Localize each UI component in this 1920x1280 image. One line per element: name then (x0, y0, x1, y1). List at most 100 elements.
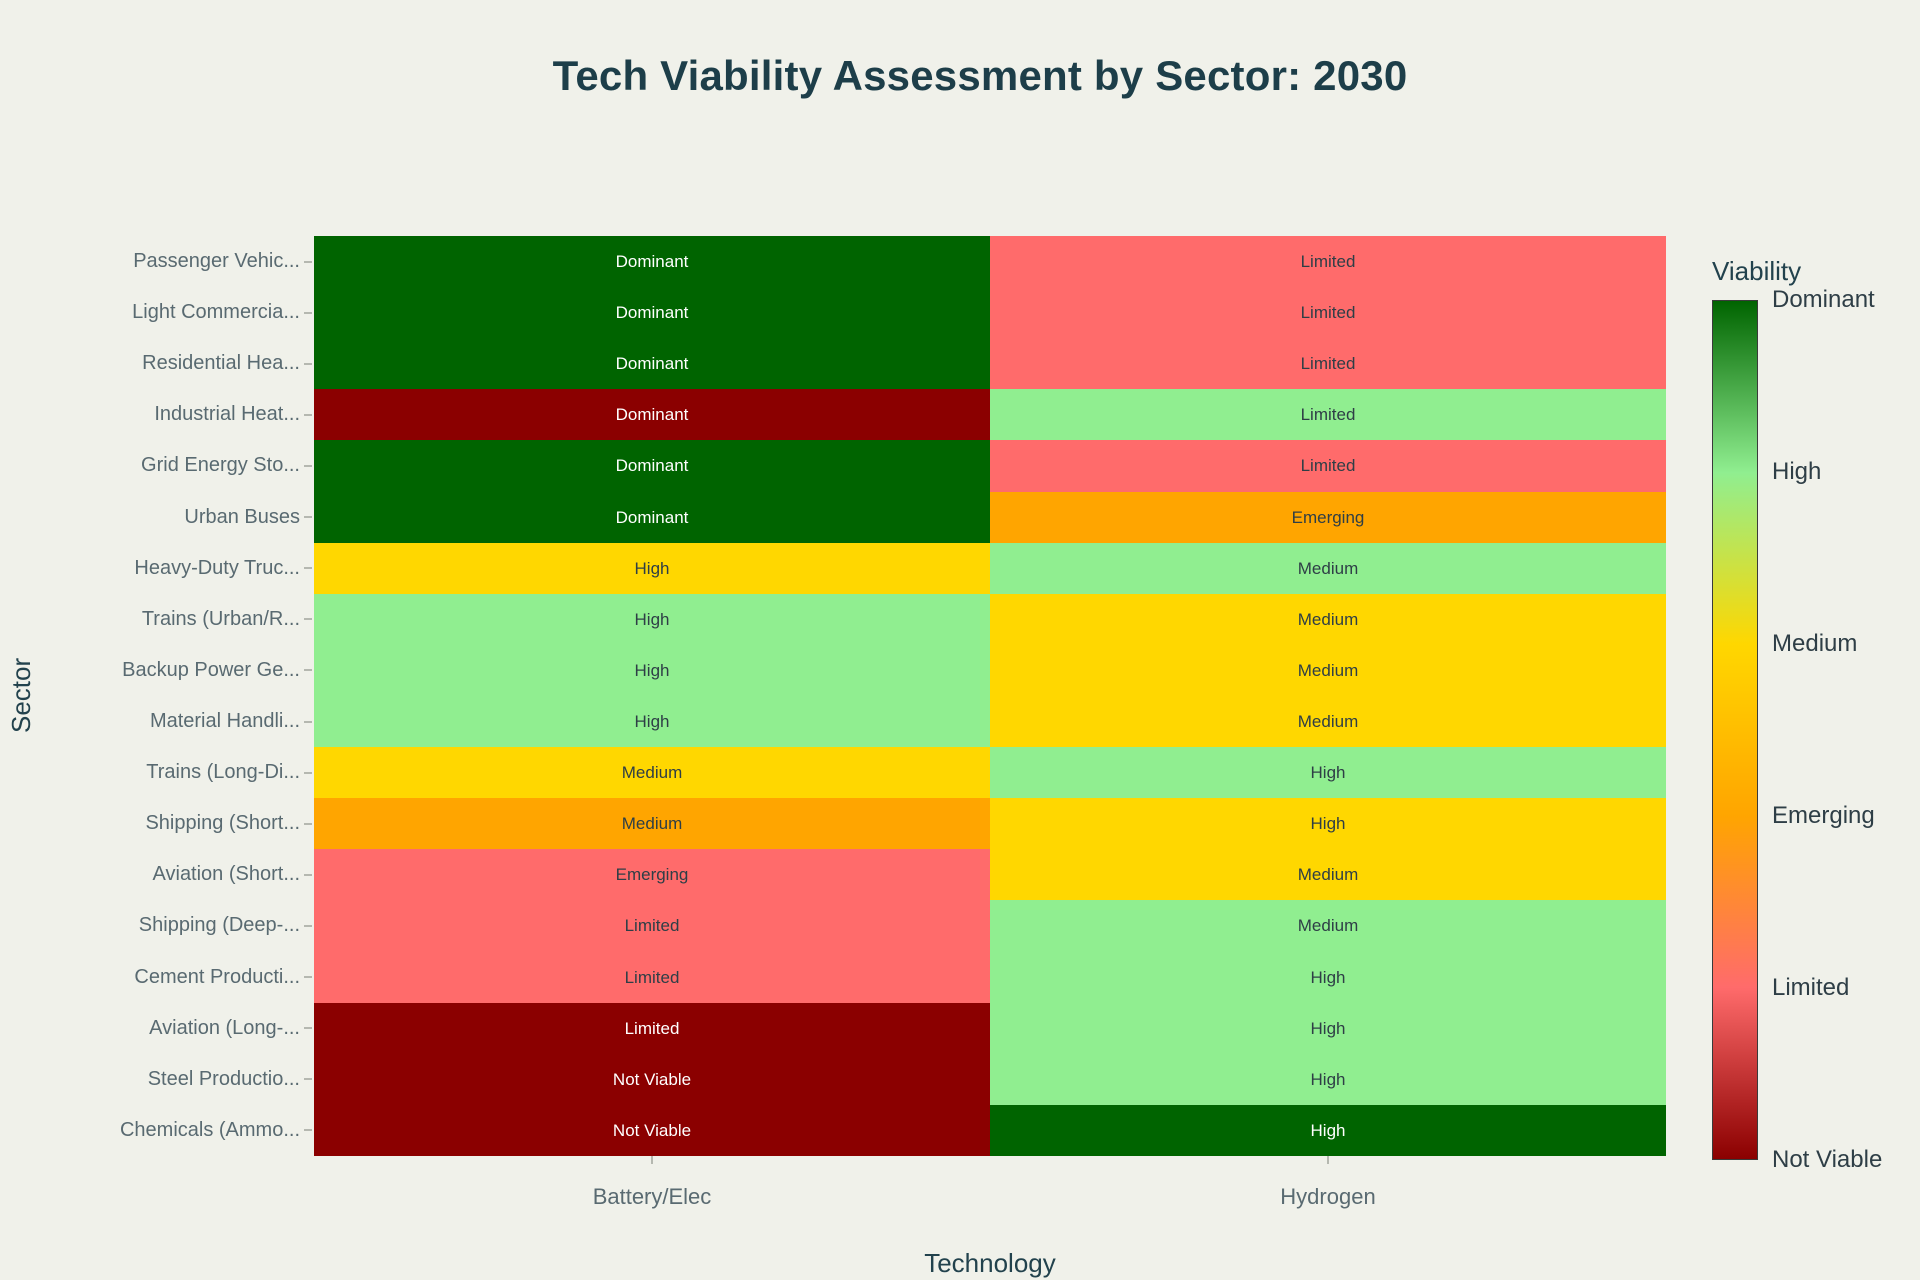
y-tick-mark (304, 362, 312, 365)
y-tick-label: Shipping (Deep-... (138, 914, 300, 937)
heatmap-cell-battery[interactable]: High (314, 644, 990, 696)
heatmap-cell-hydrogen[interactable]: High (990, 798, 1666, 850)
y-tick-label: Heavy-Duty Truc... (134, 556, 300, 579)
heatmap-row: Trains (Urban/R... High Medium (0, 593, 1666, 645)
heatmap-row: Passenger Vehic... Dominant Limited (0, 236, 1666, 288)
heatmap-row-cells: Medium High (314, 747, 1666, 799)
y-tick-label: Aviation (Long-... (149, 1016, 300, 1039)
y-tick-mark (304, 260, 312, 263)
y-tick-label: Backup Power Ge... (122, 658, 300, 681)
y-tick-label: Urban Buses (184, 505, 300, 528)
heatmap-row: Aviation (Short... Emerging Medium (0, 849, 1666, 901)
y-tick-mark (304, 1027, 312, 1030)
y-tick-label: Industrial Heat... (154, 403, 300, 426)
heatmap-rows: Passenger Vehic... Dominant Limited Light C… (0, 236, 1666, 1156)
heatmap-cell-hydrogen[interactable]: Medium (990, 542, 1666, 594)
heatmap-cell-hydrogen[interactable]: High (990, 951, 1666, 1003)
heatmap-cell-battery[interactable]: High (314, 695, 990, 748)
y-tick-mark (304, 771, 312, 774)
heatmap-cell-hydrogen[interactable]: High (990, 1002, 1666, 1054)
heatmap-row: Cement Producti... Limited High (0, 951, 1666, 1003)
y-tick-mark (304, 311, 312, 314)
heatmap-cell-battery[interactable]: Dominant (314, 440, 990, 492)
heatmap-cell-battery[interactable]: High (314, 542, 990, 594)
heatmap-row-cells: Limited High (314, 1002, 1666, 1054)
heatmap-row-cells: Not Viable High (314, 1053, 1666, 1105)
heatmap-row-cells: Dominant Emerging (314, 491, 1666, 543)
heatmap-row: Urban Buses Dominant Emerging (0, 491, 1666, 543)
y-tick-mark (304, 873, 312, 876)
heatmap-cell-battery[interactable]: Emerging (314, 849, 990, 901)
colorbar-title: Viability (1712, 256, 1802, 286)
heatmap-cell-hydrogen[interactable]: Limited (990, 440, 1666, 492)
colorbar-label-high: High (1772, 458, 1822, 485)
colorbar-gradient (1712, 300, 1758, 1160)
heatmap-row: Material Handli... High Medium (0, 695, 1666, 748)
heatmap-row-cells: Dominant Limited (314, 440, 1666, 492)
heatmap-cell-battery[interactable]: Dominant (314, 389, 990, 441)
heatmap-row-cells: High Medium (314, 542, 1666, 594)
heatmap-row-cells: High Medium (314, 593, 1666, 645)
heatmap-row: Shipping (Short... Medium High (0, 798, 1666, 850)
y-tick-mark (304, 924, 312, 927)
heatmap-cell-hydrogen[interactable]: Limited (990, 236, 1666, 288)
heatmap-row: Backup Power Ge... High Medium (0, 644, 1666, 696)
y-tick-label: Chemicals (Ammo... (119, 1118, 300, 1141)
heatmap-cell-hydrogen[interactable]: Medium (990, 593, 1666, 645)
heatmap-cell-hydrogen[interactable]: Medium (990, 849, 1666, 901)
heatmap-row-cells: Limited Medium (314, 900, 1666, 952)
heatmap-cell-hydrogen[interactable]: High (990, 1053, 1666, 1105)
heatmap-row-cells: High Medium (314, 644, 1666, 696)
heatmap-cell-hydrogen[interactable]: High (990, 1104, 1666, 1156)
heatmap-row-cells: Medium High (314, 798, 1666, 850)
y-tick-label: Grid Energy Sto... (141, 454, 300, 477)
heatmap-cell-battery[interactable]: Dominant (314, 287, 990, 339)
heatmap-row: Shipping (Deep-... Limited Medium (0, 900, 1666, 952)
heatmap-cell-hydrogen[interactable]: High (990, 747, 1666, 799)
heatmap-cell-battery[interactable]: Dominant (314, 236, 990, 288)
heatmap-cell-hydrogen[interactable]: Limited (990, 389, 1666, 441)
y-tick-label: Shipping (Short... (145, 812, 300, 835)
heatmap-cell-battery[interactable]: Limited (314, 1002, 990, 1054)
y-tick-label: Trains (Long-Di... (146, 761, 300, 784)
heatmap-row-cells: Emerging Medium (314, 849, 1666, 901)
chart-title: Tech Viability Assessment by Sector: 203… (552, 52, 1408, 99)
y-tick-label: Trains (Urban/R... (141, 607, 300, 630)
y-tick-mark (304, 1078, 312, 1081)
colorbar-label-emerging: Emerging (1772, 802, 1875, 829)
heatmap-cell-hydrogen[interactable]: Medium (990, 695, 1666, 748)
y-tick-mark (304, 1129, 312, 1132)
y-tick-mark (304, 567, 312, 570)
y-tick-mark (304, 720, 312, 723)
x-tick-mark (651, 1156, 653, 1164)
heatmap-row-cells: High Medium (314, 695, 1666, 748)
y-tick-label: Residential Hea... (142, 352, 300, 375)
heatmap-cell-battery[interactable]: Dominant (314, 338, 990, 390)
heatmap-cell-hydrogen[interactable]: Emerging (990, 491, 1666, 543)
heatmap-cell-hydrogen[interactable]: Limited (990, 287, 1666, 339)
x-axis-title: Technology (924, 1248, 1056, 1278)
heatmap-cell-battery[interactable]: Medium (314, 798, 990, 850)
y-tick-label: Passenger Vehic... (133, 250, 300, 273)
colorbar-label-not-viable: Not Viable (1772, 1146, 1883, 1173)
heatmap-cell-battery[interactable]: Medium (314, 747, 990, 799)
heatmap-row: Steel Productio... Not Viable High (0, 1053, 1666, 1105)
heatmap-cell-battery[interactable]: Not Viable (314, 1104, 990, 1156)
heatmap-cell-hydrogen[interactable]: Limited (990, 338, 1666, 390)
colorbar-label-limited: Limited (1772, 974, 1850, 1001)
heatmap-cell-hydrogen[interactable]: Medium (990, 900, 1666, 952)
heatmap-cell-battery[interactable]: High (314, 593, 990, 645)
colorbar-label-medium: Medium (1772, 630, 1858, 657)
y-tick-mark (304, 822, 312, 825)
y-tick-mark (304, 976, 312, 979)
y-tick-label: Material Handli... (149, 710, 300, 733)
y-tick-mark (304, 464, 312, 467)
heatmap-cell-battery[interactable]: Dominant (314, 491, 990, 543)
y-tick-label: Steel Productio... (147, 1067, 300, 1090)
heatmap-cell-battery[interactable]: Not Viable (314, 1053, 990, 1105)
heatmap-cell-battery[interactable]: Limited (314, 900, 990, 952)
heatmap-cell-hydrogen[interactable]: Medium (990, 644, 1666, 696)
heatmap-cell-battery[interactable]: Limited (314, 951, 990, 1003)
colorbar-label-dominant: Dominant (1772, 286, 1875, 313)
